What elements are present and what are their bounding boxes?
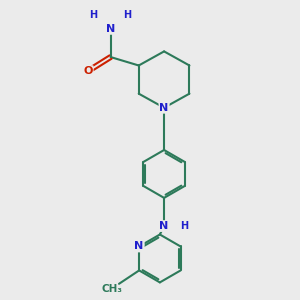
Text: O: O — [83, 66, 93, 76]
Text: N: N — [160, 221, 169, 231]
Text: N: N — [134, 242, 144, 251]
Text: H: H — [123, 10, 131, 20]
Text: H: H — [180, 221, 188, 231]
Text: N: N — [160, 103, 169, 113]
Text: CH₃: CH₃ — [101, 284, 122, 294]
Text: H: H — [90, 10, 98, 20]
Text: N: N — [106, 24, 115, 34]
